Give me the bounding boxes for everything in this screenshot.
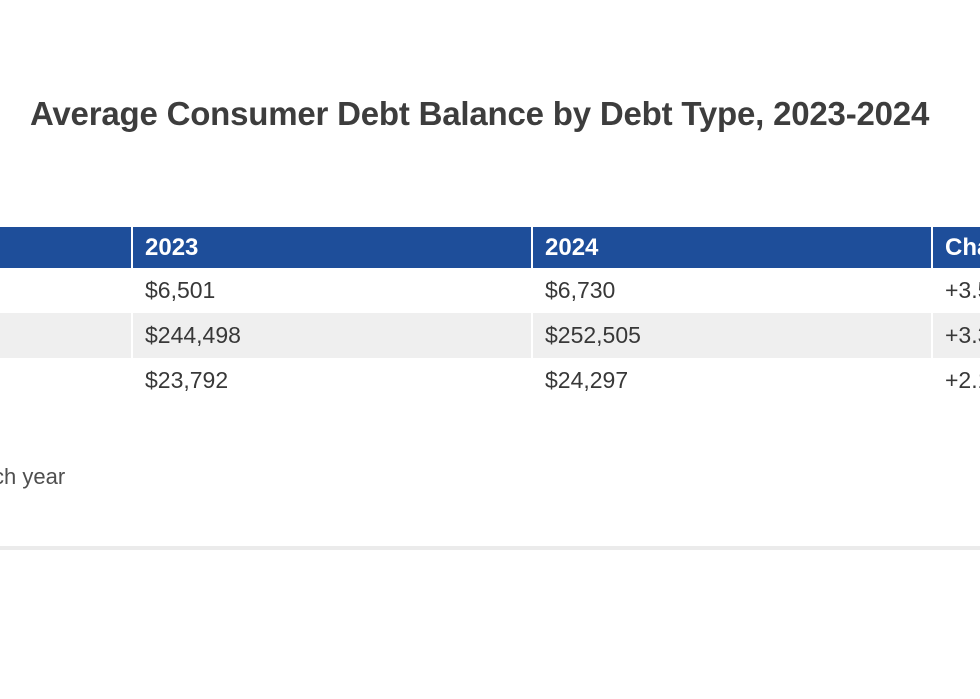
cell-debt-type [0, 268, 131, 313]
cell-change-value: +3.5 [931, 268, 980, 313]
cell-2023-value: $244,498 [131, 313, 531, 358]
header-cell-debt-type [0, 227, 131, 268]
debt-balance-table: 2023 2024 Change $6,501 $6,730 +3.5 $244… [0, 227, 980, 403]
source-note: ch year [0, 464, 66, 489]
cell-2024-value: $24,297 [531, 358, 931, 403]
section-divider [0, 546, 980, 550]
cell-2023-value: $6,501 [131, 268, 531, 313]
page-title: Average Consumer Debt Balance by Debt Ty… [30, 95, 930, 132]
cell-debt-type [0, 313, 131, 358]
cell-2023-value: $23,792 [131, 358, 531, 403]
cell-2024-value: $252,505 [531, 313, 931, 358]
table-row: $244,498 $252,505 +3.3 [0, 313, 980, 358]
table-row: $6,501 $6,730 +3.5 [0, 268, 980, 313]
cell-change-value: +2.1 [931, 358, 980, 403]
cell-change-value: +3.3 [931, 313, 980, 358]
header-cell-2023: 2023 [131, 227, 531, 268]
table-row: $23,792 $24,297 +2.1 [0, 358, 980, 403]
header-cell-2024: 2024 [531, 227, 931, 268]
table-header-row: 2023 2024 Change [0, 227, 980, 268]
cell-2024-value: $6,730 [531, 268, 931, 313]
cell-debt-type [0, 358, 131, 403]
header-cell-change: Change [931, 227, 980, 268]
